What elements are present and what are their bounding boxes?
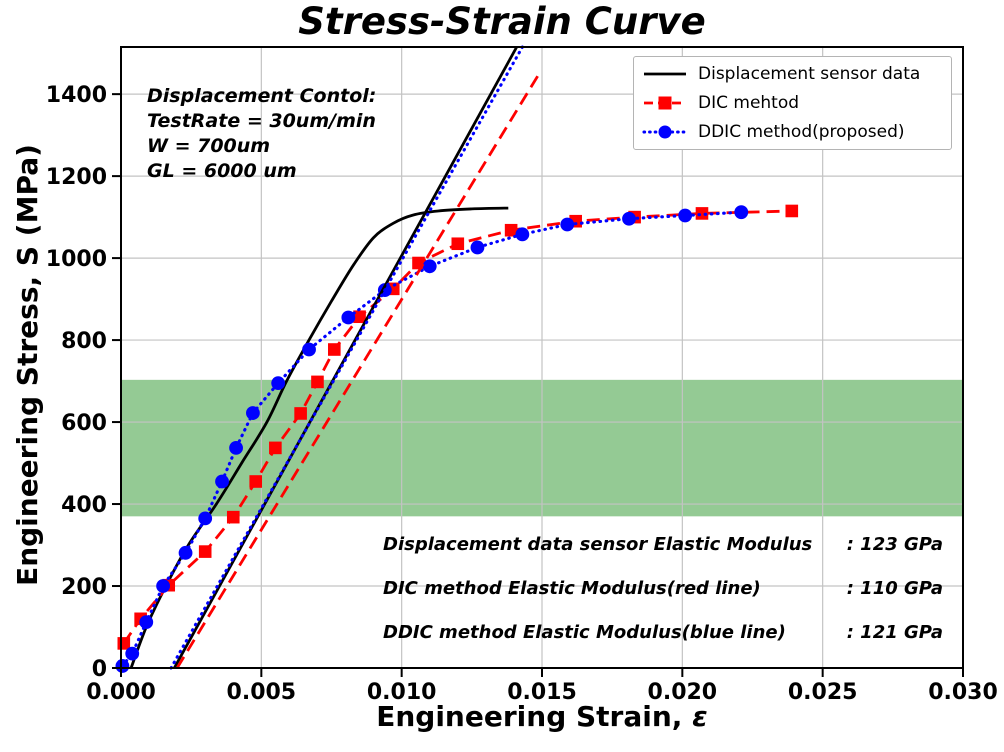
data-marker-circle bbox=[156, 579, 171, 593]
chart-title: Stress-Strain Curve bbox=[298, 0, 706, 43]
data-marker-circle bbox=[198, 511, 213, 526]
legend-item: Displacement sensor data bbox=[642, 64, 943, 84]
y-tick-label: 1000 bbox=[46, 247, 107, 272]
y-tick-label: 0 bbox=[92, 657, 107, 682]
data-marker-circle bbox=[678, 208, 693, 223]
legend-item-label: DIC mehtod bbox=[698, 92, 800, 113]
data-marker-square bbox=[695, 207, 709, 220]
data-marker-circle bbox=[302, 342, 316, 357]
y-tick-label: 800 bbox=[61, 329, 107, 354]
x-tick-label: 0.015 bbox=[507, 680, 577, 705]
data-marker-circle bbox=[734, 205, 749, 220]
x-axis-label-text: Engineering Strain, bbox=[376, 700, 683, 733]
y-tick-label: 1200 bbox=[46, 165, 107, 190]
y-axis-label: Engineering Stress, S (MPa) bbox=[11, 144, 44, 586]
data-marker-circle bbox=[560, 217, 575, 232]
modulus-result-row: DDIC method Elastic Modulus(blue line) :… bbox=[383, 622, 943, 644]
legend-item-label: Displacement sensor data bbox=[698, 64, 921, 85]
test-condition-line: Displacement Contol: bbox=[147, 85, 377, 107]
data-marker-circle bbox=[115, 659, 130, 673]
x-tick-label: 0.000 bbox=[86, 680, 156, 705]
test-condition-line: TestRate = 30um/min bbox=[147, 110, 376, 132]
test-condition-line: GL = 6000 um bbox=[147, 160, 297, 182]
y-tick-label: 1400 bbox=[46, 83, 107, 108]
y-tick-label: 400 bbox=[61, 493, 107, 518]
data-marker-square bbox=[785, 204, 799, 218]
modulus-value: : 110 GPa bbox=[846, 578, 943, 599]
data-marker-circle bbox=[622, 211, 636, 226]
data-marker-circle bbox=[470, 240, 485, 255]
modulus-label: DDIC method Elastic Modulus(blue line) bbox=[383, 622, 786, 643]
data-marker-square bbox=[353, 310, 366, 324]
modulus-result-row: DIC method Elastic Modulus(red line) : 1… bbox=[383, 578, 943, 600]
modulus-result-row: Displacement data sensor Elastic Modulus… bbox=[383, 534, 943, 556]
legend: Displacement sensor data DIC mehtod DDIC m… bbox=[633, 56, 952, 150]
modulus-results-annotation: Displacement data sensor Elastic Modulus… bbox=[383, 534, 943, 666]
data-marker-circle bbox=[246, 406, 260, 420]
y-tick-label: 600 bbox=[61, 411, 107, 436]
x-tick-label: 0.025 bbox=[788, 680, 858, 705]
epsilon-symbol: ε bbox=[692, 700, 708, 733]
data-marker-square bbox=[412, 256, 425, 270]
legend-item: DDIC method(proposed) bbox=[642, 122, 943, 142]
series-line-4 bbox=[169, 45, 524, 670]
test-conditions-annotation: Displacement Contol: TestRate = 30um/min… bbox=[147, 84, 376, 184]
data-marker-circle bbox=[229, 440, 243, 455]
legend-item: DIC mehtod bbox=[642, 93, 943, 113]
legend-swatch-none bbox=[644, 72, 686, 76]
data-marker-square bbox=[504, 223, 518, 237]
data-marker-square bbox=[269, 441, 282, 455]
x-tick-label: 0.020 bbox=[648, 680, 718, 705]
data-marker-square bbox=[294, 407, 307, 420]
modulus-label: Displacement data sensor Elastic Modulus bbox=[383, 534, 813, 555]
x-tick-label: 0.030 bbox=[928, 680, 998, 705]
modulus-value: : 121 GPa bbox=[846, 622, 943, 643]
data-marker-circle bbox=[125, 646, 140, 661]
data-marker-square bbox=[226, 510, 240, 524]
series-line-3 bbox=[173, 46, 518, 669]
data-marker-square bbox=[198, 545, 212, 558]
data-marker-square bbox=[451, 237, 465, 251]
series-line-5 bbox=[175, 72, 541, 669]
data-marker-circle bbox=[215, 474, 229, 489]
data-marker-circle bbox=[341, 310, 356, 325]
data-marker-circle bbox=[422, 259, 437, 274]
data-marker-square bbox=[311, 375, 324, 389]
legend-swatch-circle bbox=[642, 125, 688, 139]
data-marker-circle bbox=[178, 545, 193, 560]
legend-item-label: DDIC method(proposed) bbox=[698, 121, 905, 142]
modulus-value: : 123 GPa bbox=[846, 534, 943, 555]
data-marker-square bbox=[249, 475, 263, 488]
data-marker-circle bbox=[139, 615, 154, 629]
data-marker-square bbox=[117, 637, 131, 650]
test-condition-line: W = 700um bbox=[147, 135, 271, 157]
x-axis-label: Engineering Strain, ε bbox=[121, 700, 963, 733]
data-marker-circle bbox=[271, 376, 286, 391]
data-marker-circle bbox=[515, 227, 530, 242]
modulus-label: DIC method Elastic Modulus(red line) bbox=[383, 578, 761, 599]
data-marker-square bbox=[328, 343, 341, 356]
legend-swatch-square bbox=[644, 96, 686, 110]
x-tick-label: 0.005 bbox=[227, 680, 297, 705]
y-tick-label: 200 bbox=[61, 575, 107, 600]
series-line-2 bbox=[120, 210, 743, 668]
x-tick-label: 0.010 bbox=[367, 680, 437, 705]
